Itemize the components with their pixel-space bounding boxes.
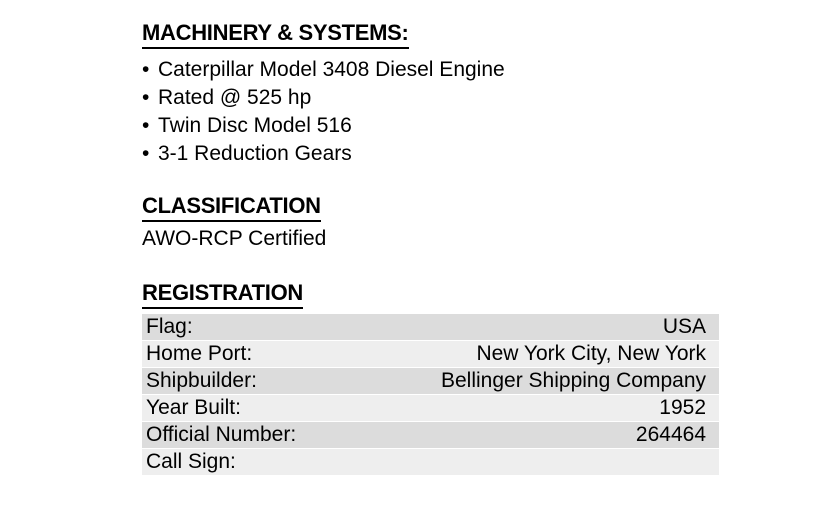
table-row: Home Port: New York City, New York [142,341,719,368]
list-item: • Rated @ 525 hp [142,84,719,112]
bullet-icon: • [142,142,150,165]
registration-heading: REGISTRATION [142,281,303,309]
classification-section: CLASSIFICATION AWO-RCP Certified [142,168,719,252]
list-item-text: Twin Disc Model 516 [158,114,352,137]
table-row: Call Sign: [142,449,719,476]
table-row: Year Built: 1952 [142,395,719,422]
bullet-icon: • [142,114,150,137]
machinery-section: MACHINERY & SYSTEMS: • Caterpillar Model … [142,0,719,168]
bullet-icon: • [142,86,150,109]
table-row: Shipbuilder: Bellinger Shipping Company [142,368,719,395]
row-label: Shipbuilder: [146,369,257,392]
row-label: Year Built: [146,396,241,419]
list-item: • 3-1 Reduction Gears [142,140,719,168]
row-label: Call Sign: [146,450,236,473]
bullet-icon: • [142,58,150,81]
registration-table: Flag: USA Home Port: New York City, New … [142,314,719,476]
registration-section: REGISTRATION Flag: USA Home Port: New Yo… [142,252,719,476]
row-label: Flag: [146,315,193,338]
table-row: Official Number: 264464 [142,422,719,449]
list-item-text: Rated @ 525 hp [158,86,312,109]
row-value: 264464 [635,423,706,446]
row-value: USA [662,315,706,338]
classification-heading: CLASSIFICATION [142,194,321,222]
table-row: Flag: USA [142,314,719,341]
row-label: Home Port: [146,342,253,365]
row-value: 1952 [659,396,706,419]
machinery-heading: MACHINERY & SYSTEMS: [142,21,409,49]
document-content: MACHINERY & SYSTEMS: • Caterpillar Model … [142,0,719,476]
list-item: • Twin Disc Model 516 [142,112,719,140]
row-label: Official Number: [146,423,297,446]
row-value: New York City, New York [476,342,706,365]
list-item: • Caterpillar Model 3408 Diesel Engine [142,56,719,84]
row-value: Bellinger Shipping Company [441,369,706,392]
machinery-list: • Caterpillar Model 3408 Diesel Engine • R… [142,56,719,168]
list-item-text: Caterpillar Model 3408 Diesel Engine [158,58,505,81]
classification-text: AWO-RCP Certified [142,227,327,250]
list-item-text: 3-1 Reduction Gears [158,142,352,165]
